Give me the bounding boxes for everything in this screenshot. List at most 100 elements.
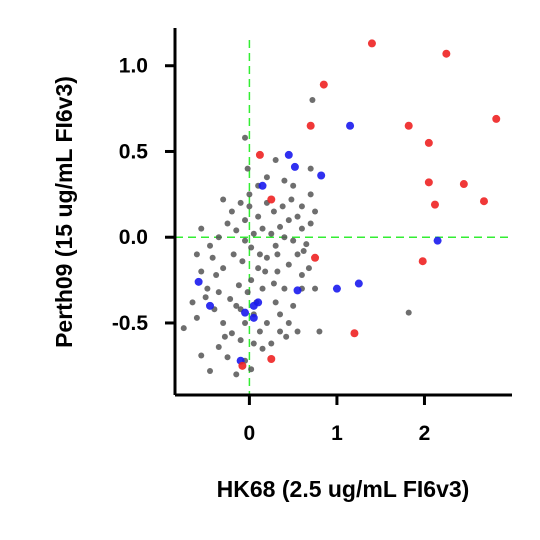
data-point bbox=[272, 242, 279, 249]
data-point bbox=[194, 277, 203, 286]
data-point bbox=[430, 200, 439, 209]
data-point bbox=[259, 225, 266, 232]
y-tick-label: 1.0 bbox=[119, 55, 148, 78]
reference-lines bbox=[175, 40, 512, 395]
data-point bbox=[238, 361, 247, 370]
data-point bbox=[235, 282, 242, 289]
data-point bbox=[298, 225, 305, 232]
data-point bbox=[285, 261, 292, 268]
data-point bbox=[281, 285, 288, 292]
data-point bbox=[270, 208, 277, 215]
data-point bbox=[242, 237, 249, 244]
data-point bbox=[285, 319, 292, 326]
data-point bbox=[213, 271, 220, 278]
data-point bbox=[248, 366, 255, 373]
data-point bbox=[198, 268, 205, 275]
data-point bbox=[290, 302, 297, 309]
data-point bbox=[479, 197, 488, 206]
x-ticks: 0 1 2 bbox=[244, 395, 431, 445]
data-point bbox=[259, 285, 266, 292]
data-point bbox=[233, 371, 240, 378]
data-point bbox=[281, 177, 288, 184]
y-ticks: -0.5 0.0 0.5 1.0 bbox=[112, 55, 175, 335]
y-tick-label: 0.0 bbox=[119, 226, 148, 249]
data-point bbox=[255, 265, 262, 272]
data-point bbox=[274, 268, 281, 275]
data-point bbox=[277, 328, 284, 335]
data-point bbox=[198, 225, 205, 232]
data-point bbox=[189, 299, 196, 306]
data-point bbox=[215, 289, 222, 296]
data-point bbox=[279, 203, 286, 210]
data-points bbox=[180, 39, 501, 378]
data-point bbox=[283, 333, 290, 340]
data-point bbox=[233, 302, 240, 309]
data-point bbox=[319, 80, 328, 89]
data-point bbox=[309, 97, 316, 104]
data-point bbox=[249, 313, 258, 322]
data-point bbox=[198, 352, 205, 359]
data-point bbox=[270, 280, 277, 287]
data-point bbox=[204, 285, 211, 292]
data-point bbox=[244, 289, 251, 296]
y-axis-label: Perth09 (15 ug/mL FI6v3) bbox=[51, 76, 77, 348]
data-point bbox=[285, 217, 292, 224]
data-point bbox=[268, 340, 275, 347]
data-point bbox=[272, 157, 279, 164]
data-point bbox=[207, 367, 214, 374]
data-point bbox=[294, 213, 301, 220]
data-point bbox=[332, 284, 341, 293]
data-point bbox=[193, 314, 200, 321]
data-point bbox=[242, 217, 249, 224]
data-point bbox=[312, 208, 319, 215]
data-point bbox=[294, 328, 301, 335]
data-point bbox=[255, 213, 262, 220]
data-point bbox=[290, 162, 299, 171]
data-point bbox=[268, 230, 275, 237]
data-point bbox=[228, 330, 235, 337]
data-point bbox=[277, 311, 284, 318]
data-point bbox=[306, 121, 315, 130]
data-point bbox=[307, 191, 314, 198]
data-point bbox=[246, 203, 253, 210]
data-point bbox=[239, 258, 246, 265]
data-point bbox=[242, 134, 249, 141]
data-point bbox=[307, 165, 314, 172]
data-point bbox=[220, 196, 227, 203]
data-point bbox=[350, 329, 359, 338]
data-point bbox=[272, 299, 279, 306]
data-point bbox=[277, 223, 284, 230]
data-point bbox=[316, 328, 323, 335]
data-point bbox=[274, 251, 281, 258]
data-point bbox=[459, 180, 468, 189]
data-point bbox=[492, 114, 501, 123]
data-point bbox=[263, 254, 270, 261]
data-point bbox=[207, 242, 214, 249]
data-point bbox=[288, 196, 295, 203]
data-point bbox=[267, 354, 276, 363]
data-point bbox=[267, 195, 276, 204]
data-point bbox=[300, 247, 307, 254]
data-point bbox=[227, 295, 234, 302]
data-point bbox=[293, 286, 302, 295]
data-point bbox=[442, 49, 451, 58]
data-point bbox=[244, 165, 251, 172]
data-point bbox=[311, 253, 320, 262]
data-point bbox=[250, 230, 257, 237]
data-point bbox=[290, 237, 297, 244]
data-point bbox=[228, 208, 235, 215]
data-point bbox=[418, 257, 427, 266]
data-point bbox=[290, 182, 297, 189]
data-point bbox=[237, 199, 244, 206]
data-point bbox=[220, 265, 227, 272]
x-tick-label: 2 bbox=[419, 422, 431, 445]
data-point bbox=[294, 251, 301, 258]
data-point bbox=[256, 251, 263, 258]
data-point bbox=[354, 279, 363, 288]
data-point bbox=[298, 203, 305, 210]
data-point bbox=[424, 138, 433, 147]
data-point bbox=[305, 265, 312, 272]
x-tick-label: 1 bbox=[331, 422, 343, 445]
data-point bbox=[237, 337, 244, 344]
data-point bbox=[193, 251, 200, 258]
